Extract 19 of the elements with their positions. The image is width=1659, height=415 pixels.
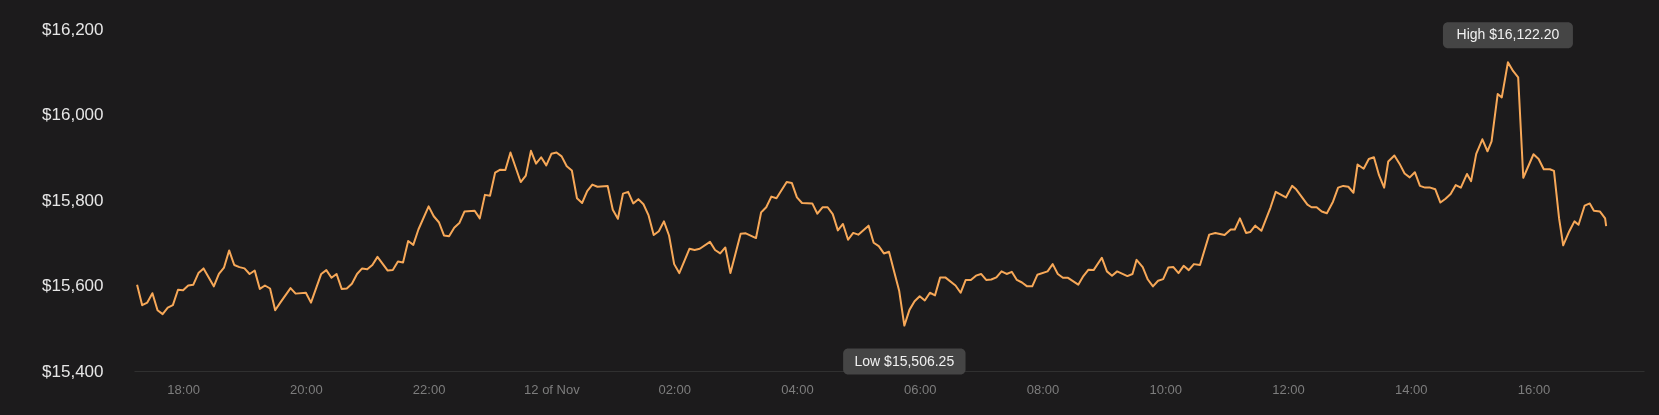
x-tick-label: 22:00: [412, 381, 446, 397]
x-tick-label: 18:00: [167, 381, 200, 397]
annotation: High $16,122.20: [1456, 26, 1560, 43]
x-tick-label: 16:00: [1517, 381, 1551, 397]
y-tick-label: $15,400: [42, 361, 104, 381]
x-tick-label: 12 of Nov: [524, 381, 581, 397]
annotation: Low $15,506.25: [854, 352, 955, 369]
y-tick-label: $15,800: [42, 190, 104, 210]
x-tick-label: 06:00: [903, 381, 937, 397]
y-tick-label: $16,200: [42, 19, 104, 39]
x-tick-label: 14:00: [1394, 381, 1428, 397]
x-tick-label: 20:00: [290, 381, 323, 397]
x-tick-label: 08:00: [1026, 381, 1060, 397]
x-tick-label: 12:00: [1272, 381, 1305, 397]
y-tick-label: $15,600: [42, 276, 104, 295]
y-tick-label: $16,000: [42, 105, 104, 124]
x-tick-label: 02:00: [658, 381, 691, 397]
x-tick-label: 04:00: [781, 381, 814, 397]
x-tick-label: 10:00: [1149, 381, 1182, 397]
